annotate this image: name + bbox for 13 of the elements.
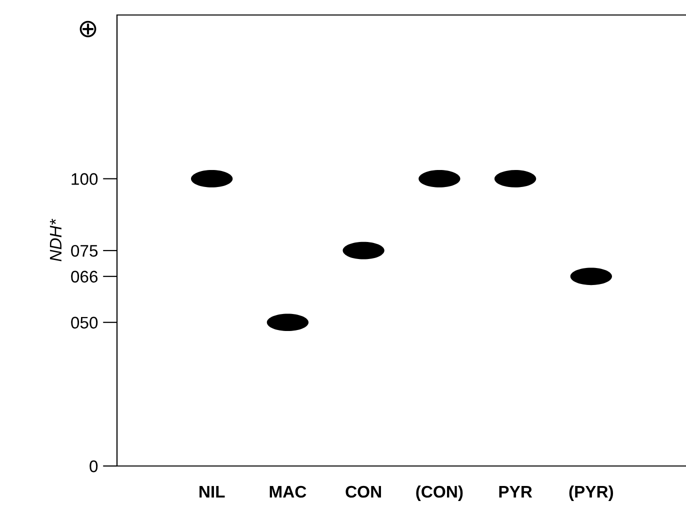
x-tick-label: CON	[346, 486, 381, 498]
text: ⊕	[80, 20, 96, 38]
y-tick-label: 100	[72, 173, 98, 185]
x-tick-label: (PYR)	[569, 485, 614, 501]
y-axis-title: NDH*	[50, 218, 62, 262]
y-tick-label: 0	[90, 460, 98, 472]
x-tick-label: NIL	[200, 486, 225, 498]
y-tick-label: 050	[71, 316, 98, 329]
y-tick-label: 075	[71, 244, 98, 257]
x-tick-label: PYR	[499, 486, 532, 498]
x-tick-label: (CON)	[416, 485, 463, 501]
y-tick-label: 066	[71, 270, 98, 283]
x-tick-label: MAC	[270, 486, 306, 498]
